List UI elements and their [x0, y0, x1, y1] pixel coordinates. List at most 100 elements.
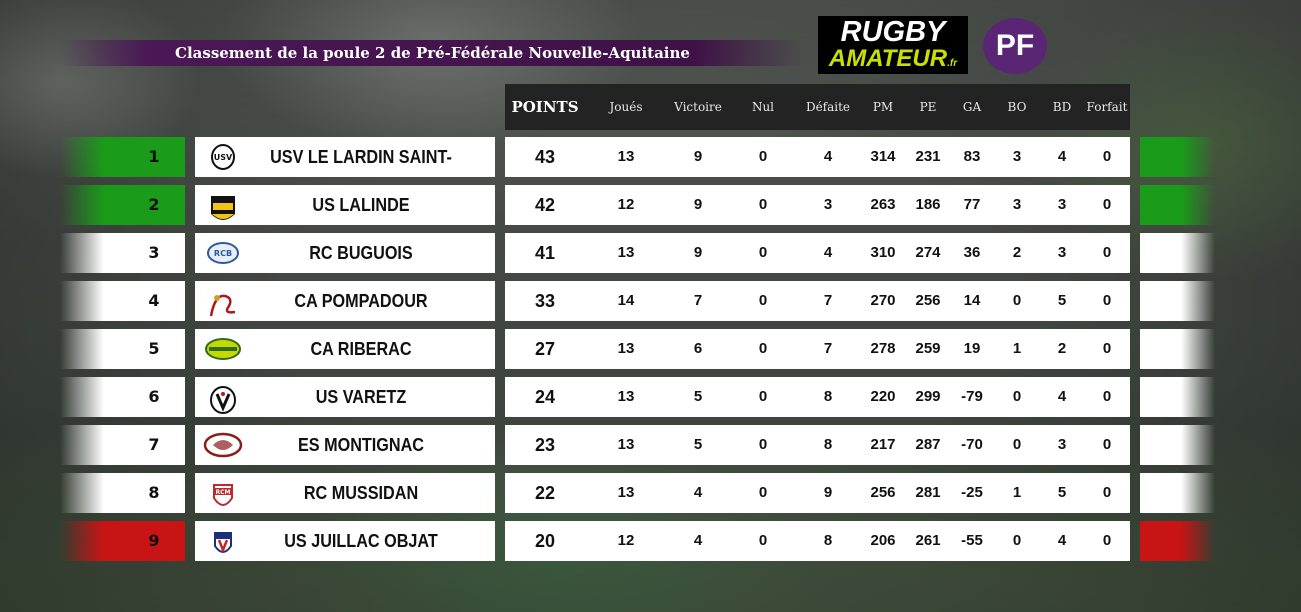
stat-forfait: 0	[1102, 292, 1112, 309]
header-bd: BD	[1052, 100, 1072, 114]
rcb-ball-icon: RCB	[203, 239, 243, 267]
ca-riberac-ball-icon	[203, 335, 243, 363]
stat-bd: 4	[1057, 532, 1067, 549]
stat-pm: 220	[870, 388, 896, 405]
team-name: RC BUGUOIS	[309, 243, 413, 263]
stat-ga: -79	[961, 388, 983, 405]
stat-wins: 5	[693, 436, 703, 453]
stat-draws: 0	[758, 340, 768, 357]
stat-ga: 77	[963, 196, 981, 213]
rank-cell: 4	[60, 281, 185, 321]
stat-bo: 3	[1012, 148, 1022, 165]
stat-bd: 3	[1057, 244, 1067, 261]
stats-cell-group: 42 12 9 0 3 263 186 77 3 3 0	[505, 185, 1130, 225]
rank-number: 2	[148, 195, 160, 214]
stats-cell-group: 27 13 6 0 7 278 259 19 1 2 0	[505, 329, 1130, 369]
stat-forfait: 0	[1102, 244, 1112, 261]
header-played: Joués	[609, 100, 643, 114]
stat-pe: 186	[915, 196, 941, 213]
stat-forfait: 0	[1102, 340, 1112, 357]
stats-cell-group: 24 13 5 0 8 220 299 -79 0 4 0	[505, 377, 1130, 417]
stat-forfait: 0	[1102, 436, 1112, 453]
table-row: 4 CA POMPADOUR 33 14 7 0 7 270 256 14 0 5 0	[0, 281, 1301, 321]
rank-cell: 6	[60, 377, 185, 417]
stat-forfait: 0	[1102, 388, 1112, 405]
table-row: 6 US VARETZ 24 13 5 0 8 220 299 -79 0 4 0	[0, 377, 1301, 417]
rank-number: 1	[148, 147, 160, 166]
stat-points: 22	[534, 483, 556, 503]
stats-cell-group: 22 13 4 0 9 256 281 -25 1 5 0	[505, 473, 1130, 513]
stat-pe: 274	[915, 244, 941, 261]
team-name: US VARETZ	[315, 387, 407, 407]
rank-number: 3	[148, 243, 160, 262]
page-title: Classement de la poule 2 de Pré-Fédérale…	[175, 44, 690, 62]
stat-bd: 5	[1057, 484, 1067, 501]
stat-played: 13	[617, 340, 635, 357]
stat-losses: 8	[823, 436, 833, 453]
header-ga: GA	[962, 100, 982, 114]
stat-draws: 0	[758, 196, 768, 213]
stat-played: 13	[617, 244, 635, 261]
stat-pe: 299	[915, 388, 941, 405]
stat-bo: 1	[1012, 340, 1022, 357]
stat-pm: 206	[870, 532, 896, 549]
stat-draws: 0	[758, 484, 768, 501]
stat-wins: 9	[693, 148, 703, 165]
stat-bd: 4	[1057, 388, 1067, 405]
stat-wins: 4	[693, 484, 703, 501]
team-name: US JUILLAC OBJAT	[284, 531, 438, 551]
stat-draws: 0	[758, 244, 768, 261]
header-pe: PE	[919, 100, 937, 114]
stat-bd: 3	[1057, 196, 1067, 213]
stat-wins: 5	[693, 388, 703, 405]
header-forfait: Forfait	[1086, 100, 1128, 114]
team-cell: US VARETZ	[195, 377, 495, 417]
stat-pe: 259	[915, 340, 941, 357]
stat-draws: 0	[758, 436, 768, 453]
team-cell: RCM RC MUSSIDAN	[195, 473, 495, 513]
stat-bo: 0	[1012, 388, 1022, 405]
status-bar-right	[1140, 329, 1215, 369]
stat-draws: 0	[758, 292, 768, 309]
rugby-logo-text: RUGBY	[840, 16, 946, 48]
stat-pm: 310	[870, 244, 896, 261]
stats-cell-group: 23 13 5 0 8 217 287 -70 0 3 0	[505, 425, 1130, 465]
stat-pe: 261	[915, 532, 941, 549]
es-montignac-ball-icon	[203, 431, 243, 459]
status-bar-right	[1140, 425, 1215, 465]
table-row: 3 RCB RC BUGUOIS 41 13 9 0 4 310 274 36 2 3 0	[0, 233, 1301, 273]
stat-wins: 6	[693, 340, 703, 357]
stat-forfait: 0	[1102, 148, 1112, 165]
svg-text:USV: USV	[214, 153, 233, 162]
amateur-logo-text: AMATEUR.fr	[828, 45, 958, 72]
stat-played: 13	[617, 436, 635, 453]
stat-losses: 8	[823, 388, 833, 405]
stat-losses: 7	[823, 340, 833, 357]
stat-ga: -25	[961, 484, 983, 501]
stats-cell-group: 20 12 4 0 8 206 261 -55 0 4 0	[505, 521, 1130, 561]
stat-losses: 4	[823, 148, 833, 165]
stat-pm: 278	[870, 340, 896, 357]
stat-ga: 36	[963, 244, 981, 261]
stat-wins: 7	[693, 292, 703, 309]
stat-ga: -55	[961, 532, 983, 549]
table-row: 8 RCM RC MUSSIDAN 22 13 4 0 9 256 281 -25 1 5 0	[0, 473, 1301, 513]
stat-losses: 3	[823, 196, 833, 213]
standings-header: POINTS Joués Victoire Nul Défaite PM PE GA BO BD F…	[505, 84, 1130, 130]
stat-pe: 231	[915, 148, 941, 165]
team-cell: RCB RC BUGUOIS	[195, 233, 495, 273]
stat-points: 43	[534, 147, 556, 167]
us-juillac-shield-icon	[203, 527, 243, 555]
table-row: 2 US LALINDE 42 12 9 0 3 263 186 77 3 3 0	[0, 185, 1301, 225]
header-draws: Nul	[751, 100, 775, 114]
stats-cell-group: 41 13 9 0 4 310 274 36 2 3 0	[505, 233, 1130, 273]
stat-forfait: 0	[1102, 484, 1112, 501]
stat-bo: 3	[1012, 196, 1022, 213]
svg-text:RCB: RCB	[214, 249, 232, 258]
stat-bo: 0	[1012, 532, 1022, 549]
stat-losses: 9	[823, 484, 833, 501]
stat-bd: 5	[1057, 292, 1067, 309]
rank-number: 4	[148, 291, 160, 310]
team-name: ES MONTIGNAC	[297, 435, 424, 455]
header-pm: PM	[872, 100, 894, 114]
